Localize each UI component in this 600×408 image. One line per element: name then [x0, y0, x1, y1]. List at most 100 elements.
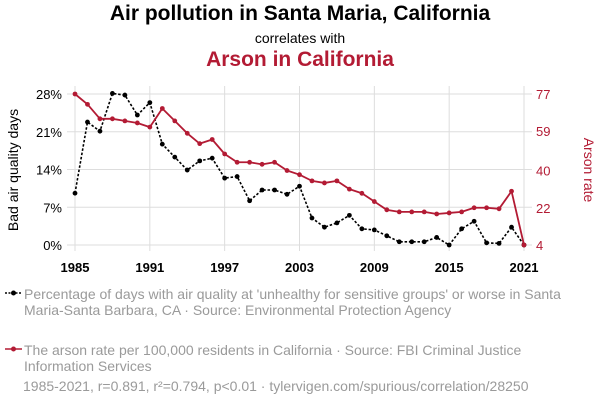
data-point-air-quality-1995	[197, 158, 203, 164]
data-point-air-quality-1992	[159, 141, 165, 147]
data-point-air-quality-2016	[459, 226, 465, 232]
data-point-arson-1986	[85, 101, 90, 107]
data-point-arson-1999	[247, 159, 253, 165]
y-right-tick-label-0: 4	[536, 238, 543, 253]
data-point-air-quality-1985	[72, 190, 78, 196]
legend-marker-arson	[5, 346, 22, 352]
data-point-air-quality-2015	[446, 242, 452, 248]
footer-stats: 1985-2021, r=0.891, r²=0.794, p<0.01 · t…	[23, 378, 529, 394]
x-tick-label-4: 2009	[360, 260, 389, 275]
data-point-arson-2010	[384, 207, 390, 213]
data-point-air-quality-2003	[297, 183, 302, 189]
data-point-arson-2009	[371, 199, 377, 204]
data-point-arson-2008	[359, 190, 365, 196]
data-point-arson-1991	[147, 124, 153, 130]
y-right-tick-label-2: 40	[536, 164, 550, 179]
data-point-arson-1996	[209, 137, 215, 142]
data-point-arson-1993	[172, 118, 178, 124]
data-point-air-quality-1997	[222, 175, 228, 181]
data-point-arson-1990	[134, 120, 140, 126]
data-point-arson-2012	[409, 209, 415, 215]
data-point-arson-1997	[222, 151, 228, 157]
data-point-air-quality-2006	[334, 220, 340, 226]
chart-title-secondary: Arson in California	[206, 48, 394, 71]
data-point-arson-2006	[334, 178, 340, 184]
data-point-arson-2003	[297, 172, 302, 178]
y-left-tick-label-0: 0%	[43, 238, 62, 253]
data-point-arson-2005	[322, 180, 327, 186]
data-point-arson-1998	[234, 159, 240, 165]
data-point-air-quality-1986	[85, 119, 90, 125]
y-right-tick-label-1: 22	[536, 201, 550, 216]
data-point-air-quality-2009	[371, 227, 377, 233]
chart-title: Air pollution in Santa Maria, California	[109, 2, 491, 25]
data-point-arson-1992	[159, 106, 165, 111]
data-point-air-quality-2013	[421, 239, 427, 245]
data-point-air-quality-2005	[322, 224, 327, 230]
data-point-air-quality-1993	[172, 154, 178, 160]
x-tick-label-2: 1997	[210, 260, 239, 275]
x-tick-label-0: 1985	[61, 260, 90, 275]
data-point-air-quality-2008	[359, 226, 365, 232]
y-right-tick-label-4: 77	[536, 87, 550, 102]
data-point-arson-2021	[521, 242, 527, 248]
data-point-air-quality-2014	[434, 235, 440, 240]
data-point-air-quality-1989	[122, 92, 128, 98]
data-point-air-quality-2017	[471, 218, 477, 224]
y-left-tick-label-4: 28%	[36, 87, 62, 102]
data-point-arson-2000	[259, 161, 265, 167]
x-tick-label-6: 2021	[510, 260, 539, 275]
data-point-air-quality-1988	[110, 91, 115, 96]
y-left-tick-label-2: 14%	[36, 163, 62, 178]
data-point-air-quality-2020	[509, 224, 514, 230]
data-point-air-quality-2011	[396, 239, 402, 245]
data-point-arson-2017	[471, 205, 477, 211]
data-point-arson-2007	[346, 186, 352, 192]
data-point-arson-2014	[434, 211, 440, 217]
y-right-axis-title: Arson rate	[581, 138, 597, 203]
data-point-arson-2002	[284, 168, 290, 173]
data-point-arson-1987	[97, 116, 103, 122]
data-point-air-quality-1998	[234, 174, 240, 179]
y-left-tick-label-3: 21%	[36, 125, 62, 140]
data-point-arson-1994	[184, 130, 190, 136]
x-tick-label-1: 1991	[135, 260, 164, 275]
chart-area: 0% 7% 14% 21% 28% 4 22 40 59 77 1985 1991 1997 2003 20…	[5, 86, 597, 275]
data-point-arson-2015	[446, 210, 452, 216]
data-point-air-quality-2019	[496, 240, 502, 246]
data-point-air-quality-1994	[184, 167, 190, 173]
legend-text-air-quality: Percentage of days with air quality at '…	[24, 286, 561, 318]
data-point-air-quality-1996	[209, 155, 215, 161]
x-tick-label-5: 2015	[435, 260, 464, 275]
y-right-tick-label-3: 59	[536, 124, 550, 139]
data-point-arson-1985	[72, 91, 78, 97]
data-point-arson-2004	[309, 178, 315, 184]
data-point-arson-1988	[110, 116, 115, 122]
chart-subtitle: correlates with	[254, 30, 346, 46]
data-point-air-quality-2007	[346, 212, 352, 218]
legend-text-arson: The arson rate per 100,000 residents in …	[24, 342, 522, 374]
x-tick-label-3: 2003	[285, 260, 314, 275]
data-point-air-quality-2001	[272, 187, 277, 193]
data-point-air-quality-2010	[384, 233, 390, 239]
data-point-air-quality-1987	[97, 128, 103, 134]
data-point-arson-1995	[197, 141, 203, 147]
data-point-air-quality-2002	[284, 191, 290, 197]
data-point-arson-2001	[272, 159, 277, 165]
data-point-air-quality-1991	[147, 100, 153, 106]
data-point-air-quality-1990	[134, 112, 140, 118]
legend-marker-air-quality	[5, 290, 22, 296]
data-point-arson-2020	[509, 188, 514, 194]
data-point-arson-2013	[421, 209, 427, 215]
data-point-arson-2011	[396, 209, 402, 215]
data-point-arson-2016	[459, 209, 465, 215]
data-point-arson-2018	[484, 205, 489, 211]
data-point-air-quality-2018	[484, 240, 489, 246]
data-point-arson-2019	[496, 206, 502, 212]
data-point-air-quality-2012	[409, 239, 415, 245]
data-point-air-quality-1999	[247, 198, 253, 204]
y-left-axis-title: Bad air quality days	[5, 109, 21, 231]
y-left-tick-label-1: 7%	[43, 200, 62, 215]
data-point-air-quality-2000	[259, 187, 265, 193]
data-point-air-quality-2004	[309, 215, 315, 221]
